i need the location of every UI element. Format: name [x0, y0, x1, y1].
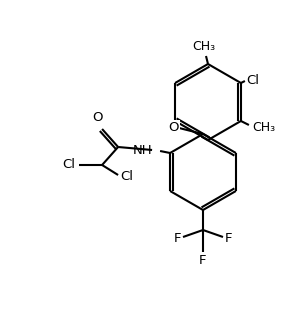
- Text: O: O: [168, 121, 178, 134]
- Text: CH₃: CH₃: [252, 120, 275, 134]
- Text: CH₃: CH₃: [192, 40, 216, 53]
- Text: F: F: [225, 232, 233, 245]
- Text: Cl: Cl: [246, 75, 259, 87]
- Text: F: F: [174, 232, 181, 245]
- Text: NH: NH: [133, 144, 152, 156]
- Text: O: O: [92, 111, 102, 124]
- Text: F: F: [199, 254, 207, 267]
- Text: Cl: Cl: [62, 158, 75, 172]
- Text: Cl: Cl: [120, 171, 133, 183]
